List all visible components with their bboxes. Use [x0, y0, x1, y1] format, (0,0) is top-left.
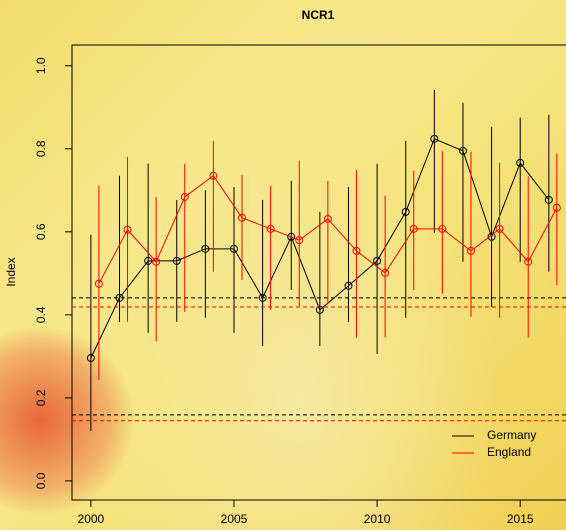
point — [458, 146, 467, 155]
plot-frame — [71, 44, 566, 501]
point — [381, 268, 390, 277]
point — [238, 213, 247, 222]
point — [409, 224, 418, 233]
plot-area — [72, 89, 566, 432]
y-axis-label: Index — [4, 257, 18, 286]
point — [144, 256, 153, 265]
point — [323, 214, 332, 223]
point — [295, 236, 304, 245]
point — [466, 246, 475, 255]
y-tick-label: 0.4 — [34, 306, 48, 323]
series-line — [98, 175, 558, 284]
point — [123, 225, 132, 234]
legend-label: England — [487, 445, 531, 459]
y-tick-label: 0.8 — [34, 140, 48, 157]
point — [552, 203, 561, 212]
point — [86, 354, 95, 363]
x-tick-label: 2005 — [221, 512, 248, 526]
point — [487, 232, 496, 241]
y-tick-label: 0.6 — [34, 223, 48, 240]
point — [180, 192, 189, 201]
point — [352, 246, 361, 255]
point — [287, 232, 296, 241]
point — [438, 224, 447, 233]
point — [544, 195, 553, 204]
chart-title: NCR1 — [302, 8, 335, 22]
y-tick-label: 0.0 — [34, 472, 48, 489]
point — [315, 305, 324, 314]
point — [373, 256, 382, 265]
point — [115, 293, 124, 302]
point — [495, 224, 504, 233]
point — [401, 207, 410, 216]
y-tick-label: 1.0 — [34, 57, 48, 74]
point — [258, 293, 267, 302]
legend-label: Germany — [487, 428, 536, 442]
point — [201, 244, 210, 253]
point — [266, 224, 275, 233]
point — [229, 244, 238, 253]
x-tick-label: 2010 — [364, 512, 391, 526]
point — [94, 279, 103, 288]
point — [524, 257, 533, 266]
series-line — [90, 138, 550, 359]
point — [209, 171, 218, 180]
y-tick-label: 0.2 — [34, 389, 48, 406]
point — [344, 281, 353, 290]
x-tick-label: 2000 — [78, 512, 105, 526]
point — [172, 256, 181, 265]
point — [516, 158, 525, 167]
point — [152, 257, 161, 266]
x-tick-label: 2015 — [507, 512, 534, 526]
point — [430, 134, 439, 143]
